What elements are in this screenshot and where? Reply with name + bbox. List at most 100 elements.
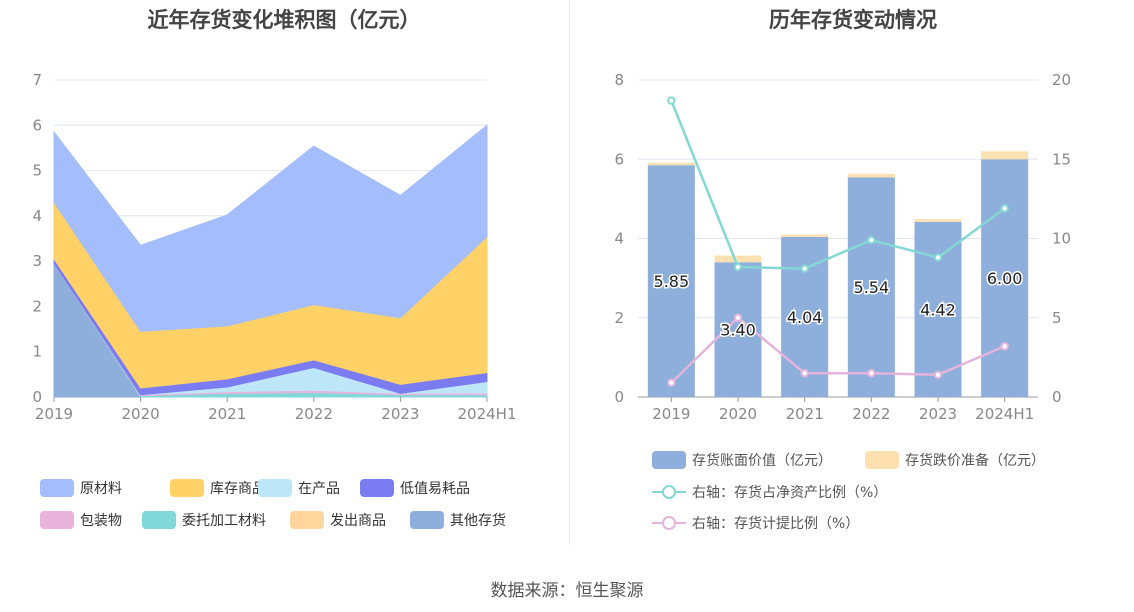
x-tick-label: 2023: [919, 405, 957, 423]
x-tick-label: 2022: [852, 405, 890, 423]
right-chart-panel: 历年存货变动情况 0 2 4 6 8 0 5 10 15 20 2019 2020 2021 2022 20…: [572, 0, 1134, 545]
bar-impairment-reserve: [981, 151, 1029, 160]
y-tick-label: 6: [32, 116, 42, 134]
legend-label: 存货账面价值（亿元）: [692, 453, 832, 469]
legend-item[interactable]: 其他存货: [410, 510, 506, 530]
legend-item[interactable]: 右轴：存货占净资产比例（%）: [652, 482, 887, 502]
y-tick-label: 0: [32, 388, 42, 406]
bar-impairment-reserve: [914, 219, 962, 222]
legend-label: 原材料: [80, 481, 122, 497]
bar-data-label: 5.85: [654, 272, 690, 291]
bar-data-label: 3.40: [720, 321, 756, 340]
legend-item[interactable]: 委托加工材料: [142, 510, 266, 530]
x-tick-label: 2024H1: [975, 405, 1034, 423]
right-chart-legend: 存货账面价值（亿元） 存货跌价准备（亿元） 右轴：存货占净资产比例（%） 右轴：存货计…: [572, 446, 1134, 542]
y-tick-label: 3: [32, 252, 42, 270]
legend-swatch: [142, 511, 176, 529]
legend-label: 右轴：存货计提比例（%）: [692, 516, 860, 532]
legend-label: 其他存货: [450, 513, 506, 529]
y-tick-label: 2: [614, 309, 624, 327]
line-point: [800, 369, 809, 378]
legend-label: 存货跌价准备（亿元）: [905, 453, 1045, 469]
bar-impairment-reserve: [714, 255, 762, 263]
legend-item[interactable]: 库存商品: [170, 478, 266, 498]
legend-item[interactable]: 存货账面价值（亿元）: [652, 450, 832, 470]
y-tick-label: 8: [614, 71, 624, 89]
y2-tick-label: 5: [1052, 309, 1062, 327]
legend-item[interactable]: 存货跌价准备（亿元）: [865, 450, 1045, 470]
line-point: [933, 370, 943, 380]
legend-item[interactable]: 发出商品: [290, 510, 386, 530]
legend-label: 委托加工材料: [182, 513, 266, 529]
left-chart-legend: 原材料 库存商品 在产品 低值易耗品包装物 委托加工材料 发出商品 其他存货: [0, 478, 568, 538]
legend-item[interactable]: 包装物: [40, 510, 122, 530]
line-point: [867, 369, 876, 378]
bar-data-label: 4.04: [787, 308, 823, 327]
panel-divider: [569, 0, 570, 545]
legend-swatch: [40, 511, 74, 529]
legend-label: 发出商品: [330, 513, 386, 529]
legend-item[interactable]: 原材料: [40, 478, 122, 498]
x-tick-label: 2024H1: [458, 405, 517, 423]
bar-data-label: 4.42: [920, 300, 956, 319]
left-chart-title: 近年存货变化堆积图（亿元）: [147, 8, 421, 32]
line-series: [670, 100, 1006, 270]
y-tick-label: 7: [32, 71, 42, 89]
y-tick-label: 4: [614, 230, 624, 248]
x-tick-label: 2020: [719, 405, 757, 423]
data-source-footer: 数据来源：恒生聚源: [490, 581, 644, 601]
y2-tick-label: 15: [1052, 150, 1071, 168]
legend-swatch: [865, 451, 899, 469]
legend-swatch: [360, 479, 394, 497]
line-series: [670, 316, 1006, 384]
x-tick-label: 2021: [786, 405, 824, 423]
line-point: [867, 235, 876, 245]
y-tick-label: 1: [32, 343, 42, 361]
legend-swatch: [652, 451, 686, 469]
legend-swatch: [258, 479, 292, 497]
bar-impairment-reserve: [847, 173, 895, 178]
legend-item[interactable]: 低值易耗品: [360, 478, 470, 498]
legend-swatch: [290, 511, 324, 529]
right-chart-title: 历年存货变动情况: [769, 8, 937, 32]
legend-label: 低值易耗品: [400, 481, 470, 497]
legend-item[interactable]: 在产品: [258, 478, 340, 498]
bar-data-label: 6.00: [987, 269, 1023, 288]
line-point: [733, 313, 743, 322]
legend-swatch: [40, 479, 74, 497]
bar-impairment-reserve: [781, 234, 829, 237]
bar-book-value: [847, 177, 895, 397]
bar-impairment-reserve: [647, 162, 695, 166]
legend-swatch: [652, 514, 686, 532]
legend-swatch: [170, 479, 204, 497]
x-tick-label: 2022: [295, 405, 333, 423]
legend-item[interactable]: 右轴：存货计提比例（%）: [652, 513, 859, 533]
line-point: [667, 378, 676, 387]
bar-book-value: [981, 159, 1029, 397]
legend-label: 在产品: [298, 481, 340, 497]
y2-tick-label: 10: [1052, 230, 1071, 248]
y2-tick-label: 20: [1052, 71, 1071, 89]
y-tick-label: 4: [32, 207, 42, 225]
line-point: [733, 262, 743, 272]
line-point: [800, 264, 809, 273]
legend-label: 库存商品: [210, 481, 266, 497]
legend-label: 右轴：存货占净资产比例（%）: [692, 485, 888, 501]
y-tick-label: 5: [32, 162, 42, 180]
line-point: [1000, 342, 1009, 351]
x-tick-label: 2019: [35, 405, 73, 423]
stacked-area-chart: 0 1 2 3 4 5 6 7 2019 2020 2021 2022 2023 2024H1: [32, 71, 517, 423]
line-point: [933, 253, 943, 262]
bar-book-value: [647, 165, 695, 397]
x-tick-label: 2020: [122, 405, 160, 423]
left-chart-panel: 近年存货变化堆积图（亿元） 0 1 2 3 4 5 6 7 2019 2020 2021 2022 20…: [0, 0, 568, 545]
legend-label: 包装物: [80, 513, 122, 529]
bar-data-label: 5.54: [854, 278, 890, 297]
x-tick-label: 2023: [381, 405, 419, 423]
x-tick-label: 2019: [652, 405, 690, 423]
line-point: [667, 96, 676, 105]
legend-swatch: [652, 483, 686, 501]
line-point: [1000, 204, 1009, 213]
bar-line-combo-chart: 0 2 4 6 8 0 5 10 15 20 2019 2020 2021 2022 2023 2024H1 5…: [614, 71, 1071, 423]
legend-swatch: [410, 511, 444, 529]
